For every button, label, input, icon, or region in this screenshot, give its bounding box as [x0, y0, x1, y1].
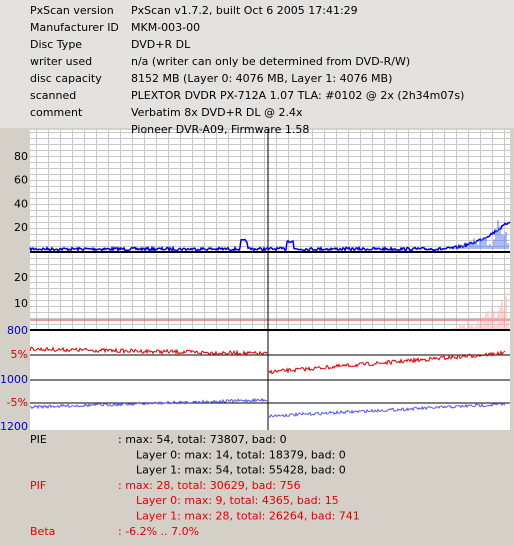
- info-label: writer used: [30, 55, 92, 68]
- stat-label: Beta: [30, 525, 55, 538]
- jitter-tick-label: 5%: [11, 348, 28, 361]
- stat-line: Layer 0: max: 14, total: 18379, bad: 0: [136, 448, 346, 461]
- info-label: disc capacity: [30, 72, 102, 85]
- jitter-trace-l0: [29, 346, 268, 357]
- beta-trace-l0: [29, 397, 268, 410]
- pif-grid: [30, 254, 510, 330]
- beta-trace-l1: [268, 402, 506, 418]
- pie-tick-label: 20: [14, 221, 28, 234]
- pif-tick-label: 10: [14, 297, 28, 310]
- stat-line: Layer 1: max: 54, total: 55428, bad: 0: [136, 464, 346, 477]
- info-label: Manufacturer ID: [30, 21, 119, 34]
- jitter-tick-label: 800: [7, 324, 28, 337]
- info-value: PxScan v1.7.2, built Oct 6 2005 17:41:29: [131, 4, 358, 17]
- info-value: n/a (writer can only be determined from …: [131, 55, 410, 68]
- jitter-tick-label: -5%: [7, 396, 28, 409]
- pie-tick-label: 40: [14, 197, 28, 210]
- pie-grid: [30, 130, 510, 252]
- stat-line: : max: 54, total: 73807, bad: 0: [118, 433, 287, 446]
- jitter-trace-l1: [268, 349, 506, 375]
- pie-tick-label: 60: [14, 174, 28, 187]
- pif-tick-label: 20: [14, 271, 28, 284]
- info-value: PLEXTOR DVDR PX-712A 1.07 TLA: #0102 @ 2…: [131, 89, 464, 102]
- info-panel: [0, 0, 514, 128]
- stat-line: : max: 28, total: 30629, bad: 756: [118, 479, 301, 492]
- info-value: Pioneer DVR-A09, Firmware 1.58: [131, 123, 309, 136]
- info-label: PxScan version: [30, 4, 114, 17]
- info-value: DVD+R DL: [131, 38, 191, 51]
- stat-label: PIE: [30, 433, 47, 446]
- info-value: Verbatim 8x DVD+R DL @ 2.4x: [131, 106, 303, 119]
- jitter-tick-label: 1000: [0, 373, 28, 386]
- info-label: comment: [30, 106, 83, 119]
- info-value: MKM-003-00: [131, 21, 200, 34]
- info-label: scanned: [30, 89, 76, 102]
- stat-line: Layer 0: max: 9, total: 4365, bad: 15: [136, 494, 339, 507]
- stat-line: Layer 1: max: 28, total: 26264, bad: 741: [136, 510, 360, 523]
- info-value: 8152 MB (Layer 0: 4076 MB, Layer 1: 4076…: [131, 72, 392, 85]
- info-label: Disc Type: [30, 38, 82, 51]
- stat-line: : -6.2% .. 7.0%: [118, 525, 199, 538]
- pie-tick-label: 80: [14, 150, 28, 163]
- jitter-tick-label: 1200: [0, 420, 28, 433]
- stat-label: PIF: [30, 479, 46, 492]
- pie-trace: [29, 221, 511, 253]
